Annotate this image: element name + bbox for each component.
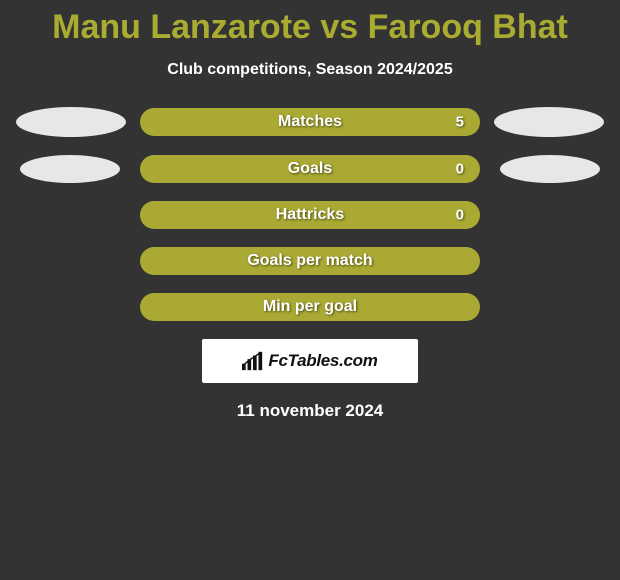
stat-bar: Goals per match (140, 247, 480, 275)
left-oval (20, 155, 120, 183)
stat-bar: Goals 0 (140, 155, 480, 183)
stat-bar: Hattricks 0 (140, 201, 480, 229)
stat-label: Min per goal (263, 298, 357, 316)
stat-row: Min per goal (0, 293, 620, 321)
bars-icon (242, 351, 264, 371)
comparison-card: Manu Lanzarote vs Farooq Bhat Club compe… (0, 0, 620, 580)
right-oval (494, 107, 604, 137)
stat-row: Goals 0 (0, 155, 620, 183)
stat-row: Goals per match (0, 247, 620, 275)
stat-value: 5 (456, 114, 464, 131)
stat-label: Hattricks (276, 206, 344, 224)
logo-text: FcTables.com (268, 351, 377, 371)
stat-bar: Min per goal (140, 293, 480, 321)
date-text: 11 november 2024 (0, 401, 620, 421)
stat-label: Goals per match (247, 252, 372, 270)
stat-bar: Matches 5 (140, 108, 480, 136)
stat-row: Matches 5 (0, 107, 620, 137)
stat-rows: Matches 5 Goals 0 Hattricks 0 Goals per match M… (0, 107, 620, 321)
stat-label: Goals (288, 160, 332, 178)
logo-box: FcTables.com (202, 339, 418, 383)
stat-row: Hattricks 0 (0, 201, 620, 229)
stat-label: Matches (278, 113, 342, 131)
page-subtitle: Club competitions, Season 2024/2025 (0, 61, 620, 79)
stat-value: 0 (456, 207, 464, 224)
page-title: Manu Lanzarote vs Farooq Bhat (0, 8, 620, 47)
left-oval (16, 107, 126, 137)
right-oval (500, 155, 600, 183)
stat-value: 0 (456, 161, 464, 178)
